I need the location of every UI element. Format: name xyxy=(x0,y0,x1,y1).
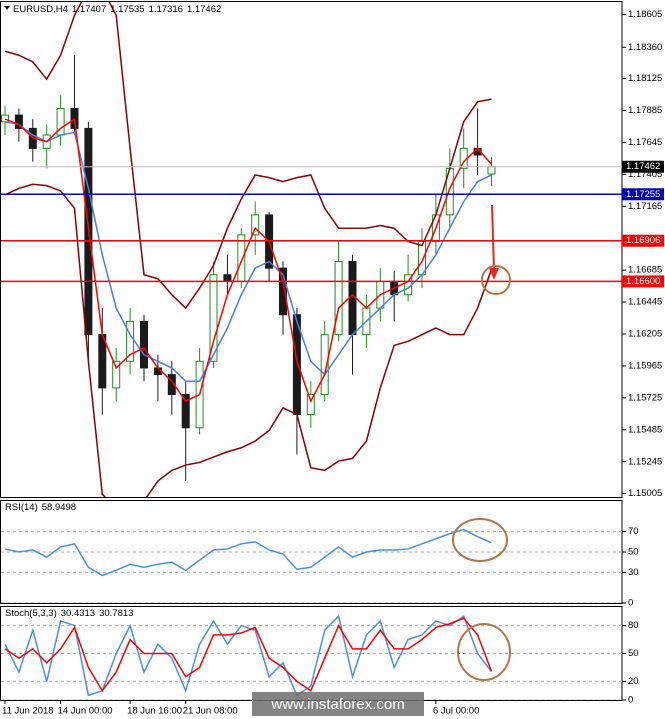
price-level-tag xyxy=(622,275,664,288)
panel-header: EURUSD,H4 1.17407 1.17535 1.17316 1.17462 xyxy=(13,4,221,15)
y-tick-label: 1.15965 xyxy=(628,360,662,371)
candle-body xyxy=(320,334,329,396)
main-panel-frame xyxy=(0,1,623,498)
highlight-circle xyxy=(481,265,511,295)
indicator-value: 58.9498 xyxy=(42,502,76,513)
y-tick-label: 1.15245 xyxy=(628,456,662,467)
candle-body xyxy=(237,234,246,282)
price-level-label: 1.17255 xyxy=(626,189,660,200)
y-tick-label: 1.16205 xyxy=(628,329,662,340)
candle-body xyxy=(126,320,135,362)
ohlc-value: 1.17316 xyxy=(149,4,183,15)
panel-title: Stoch(5,3,3) xyxy=(5,608,57,619)
candle-body xyxy=(98,334,107,389)
indicator-line xyxy=(4,183,493,497)
y-tick-label: 30 xyxy=(628,567,639,578)
watermark-box xyxy=(252,692,424,716)
indicator-line xyxy=(4,528,492,577)
candle-body xyxy=(418,241,426,276)
candle-body xyxy=(334,260,343,336)
indicator-line xyxy=(4,617,493,693)
ohlc-value: 1.17407 xyxy=(72,4,106,15)
indicator-value: 30.7813 xyxy=(99,608,133,619)
x-tick-label: 18 Jun 16:00 xyxy=(127,706,182,717)
y-tick-label: 1.17645 xyxy=(628,137,662,148)
bid-label: 1.17462 xyxy=(626,161,660,172)
indicator-line xyxy=(4,614,493,697)
x-tick-label: 14 Jun 00:00 xyxy=(58,706,113,717)
y-tick-label: 1.18605 xyxy=(628,9,662,20)
y-tick-label: 70 xyxy=(628,526,639,537)
candle-body xyxy=(279,267,287,316)
indicator-value: 30.4313 xyxy=(61,608,95,619)
price-level-label: 1.16906 xyxy=(626,235,660,246)
candle-body xyxy=(487,166,496,175)
candle-body xyxy=(223,274,232,282)
y-tick-label: 0 xyxy=(628,598,633,609)
y-tick-label: 1.16445 xyxy=(628,297,662,308)
indicator-line xyxy=(4,117,493,404)
candle-body xyxy=(181,394,190,429)
candle-body xyxy=(167,374,176,396)
watermark: www.instaforex.com xyxy=(270,696,404,713)
y-tick-label: 50 xyxy=(628,648,639,659)
candle-body xyxy=(251,214,260,236)
x-tick-label: 11 Jun 2018 xyxy=(2,706,54,717)
y-tick-label: 0 xyxy=(628,695,633,706)
forecast-arrow xyxy=(491,204,495,271)
y-tick-label: 50 xyxy=(628,547,639,558)
y-tick-label: 1.15005 xyxy=(628,488,662,499)
panel-header: Stoch(5,3,3) 30.4313 30.7813 xyxy=(5,608,133,619)
ohlc-value: 1.17462 xyxy=(187,4,221,15)
arrow-head xyxy=(489,268,499,280)
annotations xyxy=(452,204,511,681)
y-tick-label: 1.18360 xyxy=(628,42,662,53)
candle-body xyxy=(209,274,218,362)
panel-header: RSI(14) 58.9498 xyxy=(5,502,76,513)
price-level-tag xyxy=(622,188,664,201)
candle-body xyxy=(112,360,121,389)
y-tick-label: 20 xyxy=(628,676,639,687)
y-tick-label: 1.17405 xyxy=(628,169,662,180)
y-tick-label: 1.18125 xyxy=(628,73,662,84)
y-tick-label: 1.17165 xyxy=(628,201,662,212)
dropdown-icon xyxy=(4,6,10,10)
bid-tag xyxy=(622,160,664,173)
indicator-line xyxy=(4,2,492,310)
highlight-circle xyxy=(457,623,511,681)
candle-body xyxy=(306,394,315,415)
y-tick-label: 80 xyxy=(628,620,639,631)
ohlc-value: 1.17535 xyxy=(110,4,144,15)
panel xyxy=(1,2,496,497)
y-tick-label: 1.15485 xyxy=(628,424,662,435)
y-tick-label: 1.17885 xyxy=(628,105,662,116)
highlight-circle xyxy=(452,518,508,562)
y-tick-label: 1.15725 xyxy=(628,392,662,403)
panel-title: EURUSD,H4 xyxy=(13,4,68,15)
y-tick-label: 1.16685 xyxy=(628,265,662,276)
candle-body xyxy=(14,114,23,129)
price-level-label: 1.16600 xyxy=(626,276,660,287)
panel xyxy=(1,614,622,700)
candle-body xyxy=(140,320,148,369)
price-level-tag xyxy=(622,234,664,247)
x-tick-label: 21 Jun 08:00 xyxy=(183,706,238,717)
x-tick-label: 6 Jul 00:00 xyxy=(433,706,479,717)
panel-title: RSI(14) xyxy=(5,502,38,513)
panel xyxy=(1,528,622,603)
